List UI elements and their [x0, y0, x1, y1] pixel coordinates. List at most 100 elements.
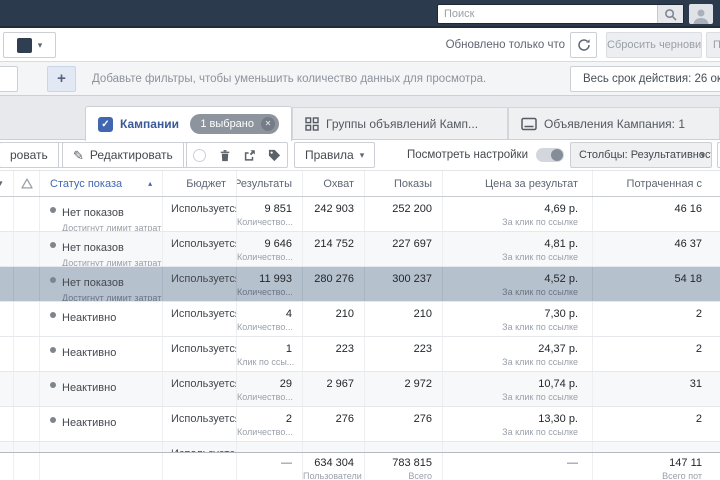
totals-status-cell — [40, 453, 163, 480]
row-checkbox-cell[interactable] — [0, 337, 14, 371]
totals-spent-cell: 147 11 Всего пот — [662, 457, 702, 480]
row-checkbox-cell[interactable] — [0, 442, 14, 452]
global-search — [437, 4, 684, 24]
reach-cell: 276 — [303, 407, 365, 441]
tab-campaigns[interactable]: ✓ Кампании 1 выбрано ✕ — [85, 106, 292, 141]
delete-button[interactable] — [212, 143, 237, 167]
delivery-status-cell: Неактивно — [40, 407, 163, 441]
status-dot-icon — [50, 207, 56, 213]
budget-cell: Используется... — [163, 302, 237, 336]
col-reach[interactable]: Охват — [303, 171, 365, 196]
delivery-status-cell: Неактивно — [40, 337, 163, 371]
row-warning-cell — [14, 407, 40, 441]
budget-cell: Используется... — [163, 442, 237, 452]
columns-button[interactable]: Столбцы: Результативность ▾ — [570, 142, 712, 168]
filter-placeholder-text[interactable]: Добавьте фильтры, чтобы уменьшить количе… — [92, 73, 487, 85]
circle-icon — [193, 148, 206, 162]
search-input[interactable] — [438, 5, 657, 23]
toolbar-icon-group — [186, 142, 288, 168]
delivery-status-cell: Неактивно — [40, 442, 163, 452]
account-dropdown-button[interactable]: ▾ — [3, 32, 56, 58]
spent-cell: 2 — [695, 413, 702, 425]
cpr-cell — [443, 442, 593, 452]
view-settings-toggle[interactable] — [536, 148, 564, 162]
frame-icon — [521, 117, 537, 131]
columns-label: Столбцы: Результативность — [579, 149, 712, 161]
status-dot-icon — [50, 347, 56, 353]
tab-adsets[interactable]: Группы объявлений Камп... — [292, 107, 508, 140]
col-spent[interactable]: Потраченная с — [626, 177, 702, 190]
rules-button[interactable]: Правила ▾ — [294, 142, 376, 168]
results-cell: 9 851 Количество... — [237, 197, 303, 231]
budget-cell: Используется... — [163, 337, 237, 371]
table-totals-row: — 634 304 Пользователи 783 815 Всего — 147… — [0, 452, 720, 480]
account-bar: ▾ Обновлено только что Сбросить черновик… — [0, 28, 720, 62]
col-budget[interactable]: Бюджет — [163, 171, 237, 196]
edit-button[interactable]: ✎ Редактировать ▾ — [62, 142, 206, 168]
col-cost-per-result[interactable]: Цена за результат — [443, 171, 593, 196]
totals-checkbox-cell — [0, 453, 14, 480]
budget-cell: Используется... — [163, 232, 237, 266]
budget-cell: Используется... — [163, 372, 237, 406]
discard-drafts-button[interactable]: Сбросить черновики — [606, 32, 702, 58]
review-publish-button[interactable]: П — [706, 32, 720, 58]
totals-cpr-cell: — — [443, 453, 593, 480]
date-range-button[interactable]: Весь срок действия: 26 октября 2 — [570, 66, 720, 92]
row-checkbox-cell[interactable] — [0, 372, 14, 406]
refresh-button[interactable] — [570, 32, 597, 58]
tab-ads[interactable]: Объявления Кампания: 1 — [508, 107, 720, 140]
totals-warning-cell — [14, 453, 40, 480]
budget-cell: Используется... — [163, 267, 237, 301]
status-dot-icon — [50, 382, 56, 388]
cpr-cell: 13,30 р. За клик по ссылке — [443, 407, 593, 441]
reach-cell: 214 752 — [303, 232, 365, 266]
spent-cell: 2 — [695, 308, 702, 320]
selected-count-badge[interactable]: 1 выбрано ✕ — [190, 114, 279, 134]
col-results[interactable]: Результаты — [237, 171, 303, 196]
tab-campaigns-label: Кампании — [120, 117, 179, 131]
status-dot-icon — [50, 417, 56, 423]
table-row[interactable]: Неактивно Используется... 29Количество..… — [0, 372, 720, 407]
chevron-down-icon: ▾ — [700, 150, 705, 160]
reach-cell: 2 967 — [303, 372, 365, 406]
search-button[interactable] — [657, 5, 683, 23]
col-impressions[interactable]: Показы — [365, 171, 443, 196]
filter-bar: + Добавьте фильтры, чтобы уменьшить коли… — [0, 62, 720, 96]
row-checkbox-cell[interactable] — [0, 302, 14, 336]
table-row[interactable]: Неактивно Используется... 2Количество...… — [0, 407, 720, 442]
clear-selection-icon[interactable]: ✕ — [261, 117, 275, 131]
results-cell: 11 993 Количество... — [237, 267, 303, 301]
trash-icon — [219, 149, 231, 162]
row-warning-cell — [14, 337, 40, 371]
cpr-cell: 10,74 р. За клик по ссылке — [443, 372, 593, 406]
spent-cell: 46 37 — [674, 238, 702, 250]
row-checkbox-cell[interactable] — [0, 197, 14, 231]
table-row[interactable]: Неактивно Используется... 4Количество...… — [0, 302, 720, 337]
col-delivery-status[interactable]: Статус показа ▴ — [40, 171, 163, 196]
export-button[interactable] — [237, 143, 262, 167]
row-checkbox-cell[interactable] — [0, 407, 14, 441]
tag-button[interactable] — [262, 143, 287, 167]
totals-budget-cell — [163, 453, 237, 480]
results-cell: 9 646 Количество... — [237, 232, 303, 266]
results-cell: 2 Количество... — [237, 407, 303, 441]
breakdown-button[interactable] — [717, 142, 720, 168]
profile-avatar[interactable] — [689, 4, 713, 24]
row-checkbox-cell[interactable] — [0, 232, 14, 266]
spent-cell: 54 18 — [674, 273, 702, 285]
filter-search-stub[interactable] — [0, 66, 18, 92]
add-filter-button[interactable]: + — [47, 66, 76, 92]
chevron-down-icon: ▾ — [37, 39, 43, 50]
table-row-partial[interactable]: Неактивно Используется... — [0, 442, 720, 452]
person-icon — [691, 7, 711, 24]
select-all-checkbox[interactable]: ▾ — [0, 171, 14, 196]
row-checkbox-cell[interactable] — [0, 267, 14, 301]
row-warning-cell — [14, 442, 40, 452]
col-warning[interactable] — [14, 171, 40, 196]
ab-test-button[interactable] — [187, 143, 212, 167]
